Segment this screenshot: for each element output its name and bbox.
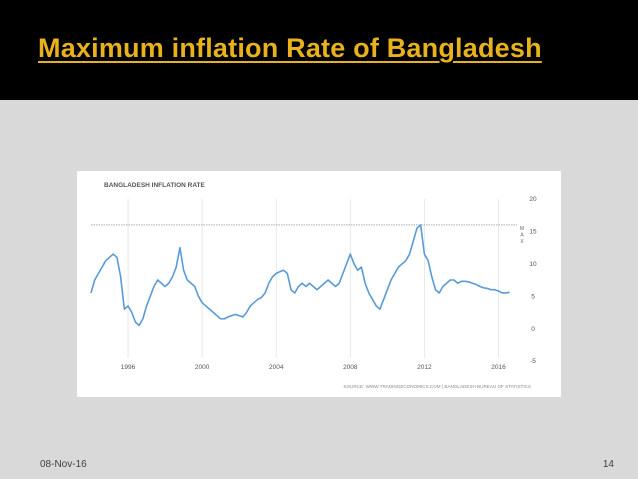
chart-source: SOURCE: WWW.TRADINGECONOMICS.COM | BANGL… <box>343 384 531 389</box>
max-label-letter: A <box>520 233 524 239</box>
footer-date: 08-Nov-16 <box>40 459 87 470</box>
y-tick-label: 20 <box>529 196 537 203</box>
page-number: 14 <box>602 459 614 470</box>
y-tick-label: 15 <box>529 229 537 236</box>
max-label: MAX <box>520 226 524 245</box>
x-tick-label: 2008 <box>343 364 358 371</box>
y-tick-label: 10 <box>529 261 537 268</box>
max-label-letter: X <box>520 239 524 245</box>
x-tick-label: 1996 <box>121 364 136 371</box>
title-bar: Maximum inflation Rate of Bangladesh <box>0 0 638 100</box>
series-line <box>90 224 510 327</box>
chart-title: BANGLADESH INFLATION RATE <box>104 182 206 189</box>
y-tick-label: 5 <box>531 293 535 300</box>
chart-card: BANGLADESH INFLATION RATE SOURCE: WWW.TR… <box>77 171 561 397</box>
x-tick-label: 2004 <box>269 364 284 371</box>
y-tick-label: -5 <box>530 358 536 365</box>
x-tick-label: 2012 <box>417 364 432 371</box>
slide-title: Maximum inflation Rate of Bangladesh <box>38 33 542 63</box>
max-label-letter: M <box>520 226 524 232</box>
y-tick-label: 0 <box>531 326 535 333</box>
x-tick-label: 2000 <box>195 364 210 371</box>
x-tick-label: 2016 <box>491 364 506 371</box>
inflation-chart: BANGLADESH INFLATION RATE SOURCE: WWW.TR… <box>90 182 537 389</box>
